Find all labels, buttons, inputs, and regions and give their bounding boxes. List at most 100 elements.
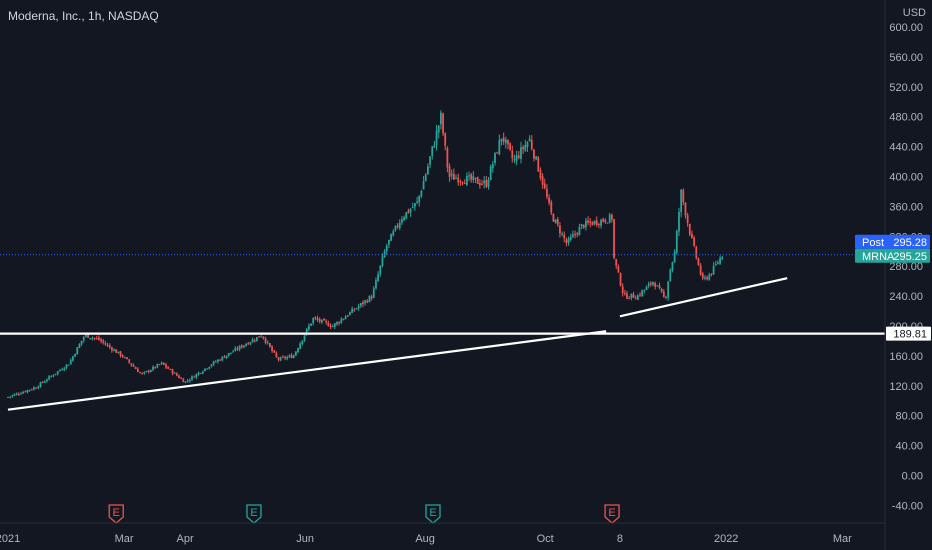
candle-body — [660, 289, 663, 292]
candle-body — [193, 376, 196, 378]
candle — [649, 281, 652, 287]
candle-body — [171, 369, 174, 374]
candle — [500, 138, 503, 146]
candle-body — [245, 344, 247, 347]
candle-body — [459, 180, 462, 182]
candle — [392, 229, 395, 237]
candle — [141, 372, 144, 375]
candle-body — [223, 356, 226, 358]
candle-body — [74, 353, 76, 357]
candle — [52, 374, 55, 378]
candle — [652, 281, 654, 287]
candle — [691, 230, 693, 239]
candle — [123, 356, 126, 359]
candle-body — [686, 215, 689, 224]
candle — [513, 154, 516, 164]
y-tick-label: -40.00 — [892, 500, 923, 512]
candle — [587, 216, 589, 226]
candle — [316, 315, 319, 322]
candle-body — [673, 251, 676, 263]
candle-body — [489, 166, 492, 180]
candle-body — [708, 274, 711, 280]
candle-body — [13, 394, 16, 396]
candle — [680, 188, 683, 218]
earnings-marker-shape — [108, 504, 124, 524]
candle — [673, 249, 676, 264]
candle — [494, 152, 496, 166]
y-axis-background — [885, 0, 932, 550]
candle — [152, 365, 154, 372]
candle — [565, 237, 568, 247]
candle — [606, 222, 609, 224]
candle — [504, 136, 507, 149]
candle-body — [197, 372, 200, 375]
chart-title: Moderna, Inc., 1h, NASDAQ — [8, 9, 159, 23]
candle — [266, 340, 269, 345]
candle-body — [312, 317, 315, 324]
earnings-marker-icon: E — [246, 504, 262, 524]
candle — [251, 337, 254, 343]
candle-body — [626, 293, 628, 299]
candle-body — [675, 231, 678, 253]
candle — [461, 181, 464, 186]
candle-body — [188, 379, 191, 382]
candle — [561, 231, 563, 237]
candle-body — [290, 355, 293, 358]
candle — [710, 273, 713, 277]
candle — [243, 345, 245, 349]
candle — [515, 150, 518, 166]
candle-body — [669, 269, 672, 282]
candle — [165, 362, 167, 370]
candle-body — [422, 181, 425, 190]
candle — [327, 320, 330, 327]
candle-body — [288, 355, 291, 357]
earnings-marker-label: E — [608, 507, 615, 519]
candle — [375, 277, 377, 290]
candle — [333, 322, 336, 329]
candle-body — [433, 145, 436, 148]
candle — [93, 337, 96, 341]
candle — [173, 371, 176, 374]
candle — [697, 257, 700, 266]
candle-body — [210, 364, 213, 367]
candle-body — [472, 176, 475, 180]
candle — [9, 396, 12, 399]
candle — [113, 348, 115, 352]
candle-body — [281, 356, 284, 358]
candle — [665, 295, 667, 300]
y-axis[interactable]: USD 600.00 560.00 520.00 480.00 440.00 400.00 3… — [884, 0, 932, 550]
candle — [24, 390, 27, 393]
candle — [591, 221, 594, 226]
candle — [669, 268, 672, 282]
x-axis[interactable]: 2021 Mar Apr Jun Aug Oct 8 2022 Mar — [0, 522, 885, 545]
candle — [206, 368, 209, 370]
candle — [654, 281, 657, 290]
candle — [487, 176, 490, 190]
candle-body — [712, 265, 715, 275]
candle-body — [530, 140, 533, 150]
candle — [647, 281, 650, 289]
candle-body — [556, 219, 559, 225]
candle — [431, 146, 434, 160]
candle — [719, 255, 721, 266]
candle — [115, 348, 118, 353]
candle — [543, 178, 546, 190]
candle-body — [463, 183, 466, 185]
candle — [481, 179, 483, 186]
candle-body — [491, 164, 494, 169]
candle-body — [682, 190, 685, 203]
price-tag-background — [855, 248, 930, 263]
horizontal-level-tag: 189.81 — [886, 326, 931, 341]
candle — [491, 160, 494, 173]
candle-body — [693, 237, 696, 246]
candle-body — [268, 343, 271, 347]
candle-body — [370, 296, 373, 299]
candle — [310, 323, 312, 327]
y-tick-label: 240.00 — [889, 291, 923, 303]
candle — [307, 323, 310, 332]
earnings-marker-label: E — [250, 507, 257, 519]
x-tick-label: Oct — [537, 533, 554, 545]
candle-body — [132, 365, 135, 367]
candle — [643, 289, 646, 294]
